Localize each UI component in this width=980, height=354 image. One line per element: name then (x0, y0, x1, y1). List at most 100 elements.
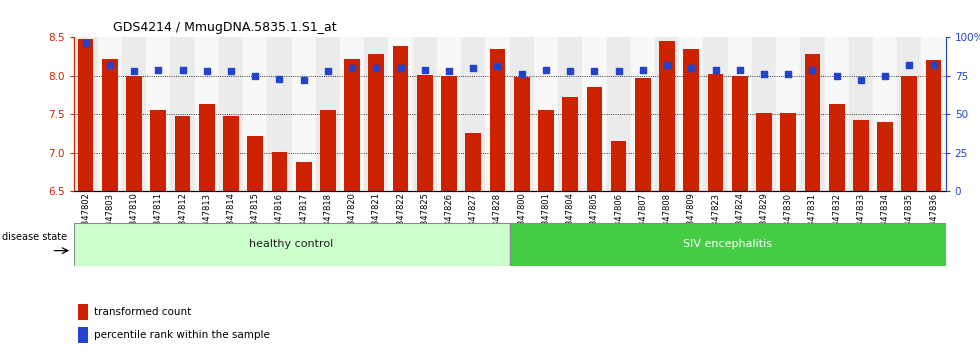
Bar (538, 110, 554, 191)
Text: transformed count: transformed count (93, 307, 191, 317)
Point (708, 67, 723, 72)
Bar (683, 49, 699, 191)
Bar (126, 76, 142, 191)
Bar (271, 152, 287, 191)
Point (416, 67, 432, 72)
Bar (195, 37, 219, 191)
Bar (219, 37, 243, 191)
Bar (320, 110, 336, 191)
Text: healthy control: healthy control (250, 239, 333, 249)
Text: percentile rank within the sample: percentile rank within the sample (93, 330, 270, 340)
Bar (291, 37, 316, 191)
Text: SIV encephalitis: SIV encephalitis (683, 239, 772, 249)
Bar (77, 327, 88, 343)
Bar (77, 304, 88, 320)
Bar (805, 54, 820, 191)
Bar (365, 37, 388, 191)
Bar (732, 76, 748, 191)
Point (466, 65, 481, 71)
Bar (514, 77, 529, 191)
Bar (441, 76, 457, 191)
Bar (98, 37, 122, 191)
Bar (582, 37, 607, 191)
Point (77, 40, 93, 46)
Point (223, 68, 239, 74)
Bar (877, 122, 893, 191)
Point (563, 68, 578, 74)
Bar (829, 104, 845, 191)
Bar (146, 37, 171, 191)
Bar (679, 37, 704, 191)
Bar (752, 37, 776, 191)
Point (538, 67, 554, 72)
Bar (631, 37, 655, 191)
Bar (607, 37, 631, 191)
Bar (296, 162, 312, 191)
Bar (462, 37, 485, 191)
Bar (268, 37, 291, 191)
Bar (223, 116, 239, 191)
Point (441, 68, 457, 74)
Bar (824, 37, 849, 191)
Bar (655, 37, 679, 191)
Bar (368, 54, 384, 191)
Bar (77, 40, 93, 191)
Bar (243, 37, 268, 191)
Bar (490, 49, 506, 191)
Bar (413, 37, 437, 191)
Bar (510, 37, 534, 191)
Bar (171, 37, 195, 191)
Bar (801, 37, 824, 191)
Bar (344, 59, 360, 191)
Text: GDS4214 / MmugDNA.5835.1.S1_at: GDS4214 / MmugDNA.5835.1.S1_at (113, 21, 336, 34)
Bar (510, 223, 946, 266)
Point (683, 65, 699, 71)
Bar (635, 78, 651, 191)
Point (660, 62, 675, 68)
Bar (926, 60, 942, 191)
Point (757, 71, 772, 77)
Bar (921, 37, 946, 191)
Bar (199, 104, 215, 191)
Bar (558, 37, 582, 191)
Bar (660, 41, 675, 191)
Point (514, 71, 529, 77)
Point (368, 65, 384, 71)
Bar (902, 76, 917, 191)
Point (780, 71, 796, 77)
Bar (388, 37, 413, 191)
Point (877, 73, 893, 79)
Bar (74, 37, 98, 191)
Point (296, 78, 312, 83)
Point (611, 68, 626, 74)
Point (587, 68, 603, 74)
Point (126, 68, 142, 74)
Bar (340, 37, 365, 191)
Bar (611, 141, 626, 191)
Bar (466, 133, 481, 191)
Point (490, 64, 506, 69)
Bar (485, 37, 510, 191)
Point (805, 67, 820, 72)
Bar (416, 75, 433, 191)
Bar (898, 37, 921, 191)
Text: disease state: disease state (2, 232, 67, 242)
Bar (586, 87, 603, 191)
Bar (776, 37, 801, 191)
Bar (102, 59, 118, 191)
Bar (74, 223, 510, 266)
Point (271, 76, 287, 81)
Bar (393, 46, 409, 191)
Point (174, 67, 190, 72)
Bar (853, 120, 869, 191)
Point (247, 73, 263, 79)
Bar (849, 37, 873, 191)
Bar (708, 74, 723, 191)
Bar (534, 37, 558, 191)
Bar (727, 37, 752, 191)
Point (344, 65, 360, 71)
Point (393, 65, 409, 71)
Point (926, 62, 942, 68)
Point (732, 67, 748, 72)
Bar (174, 116, 190, 191)
